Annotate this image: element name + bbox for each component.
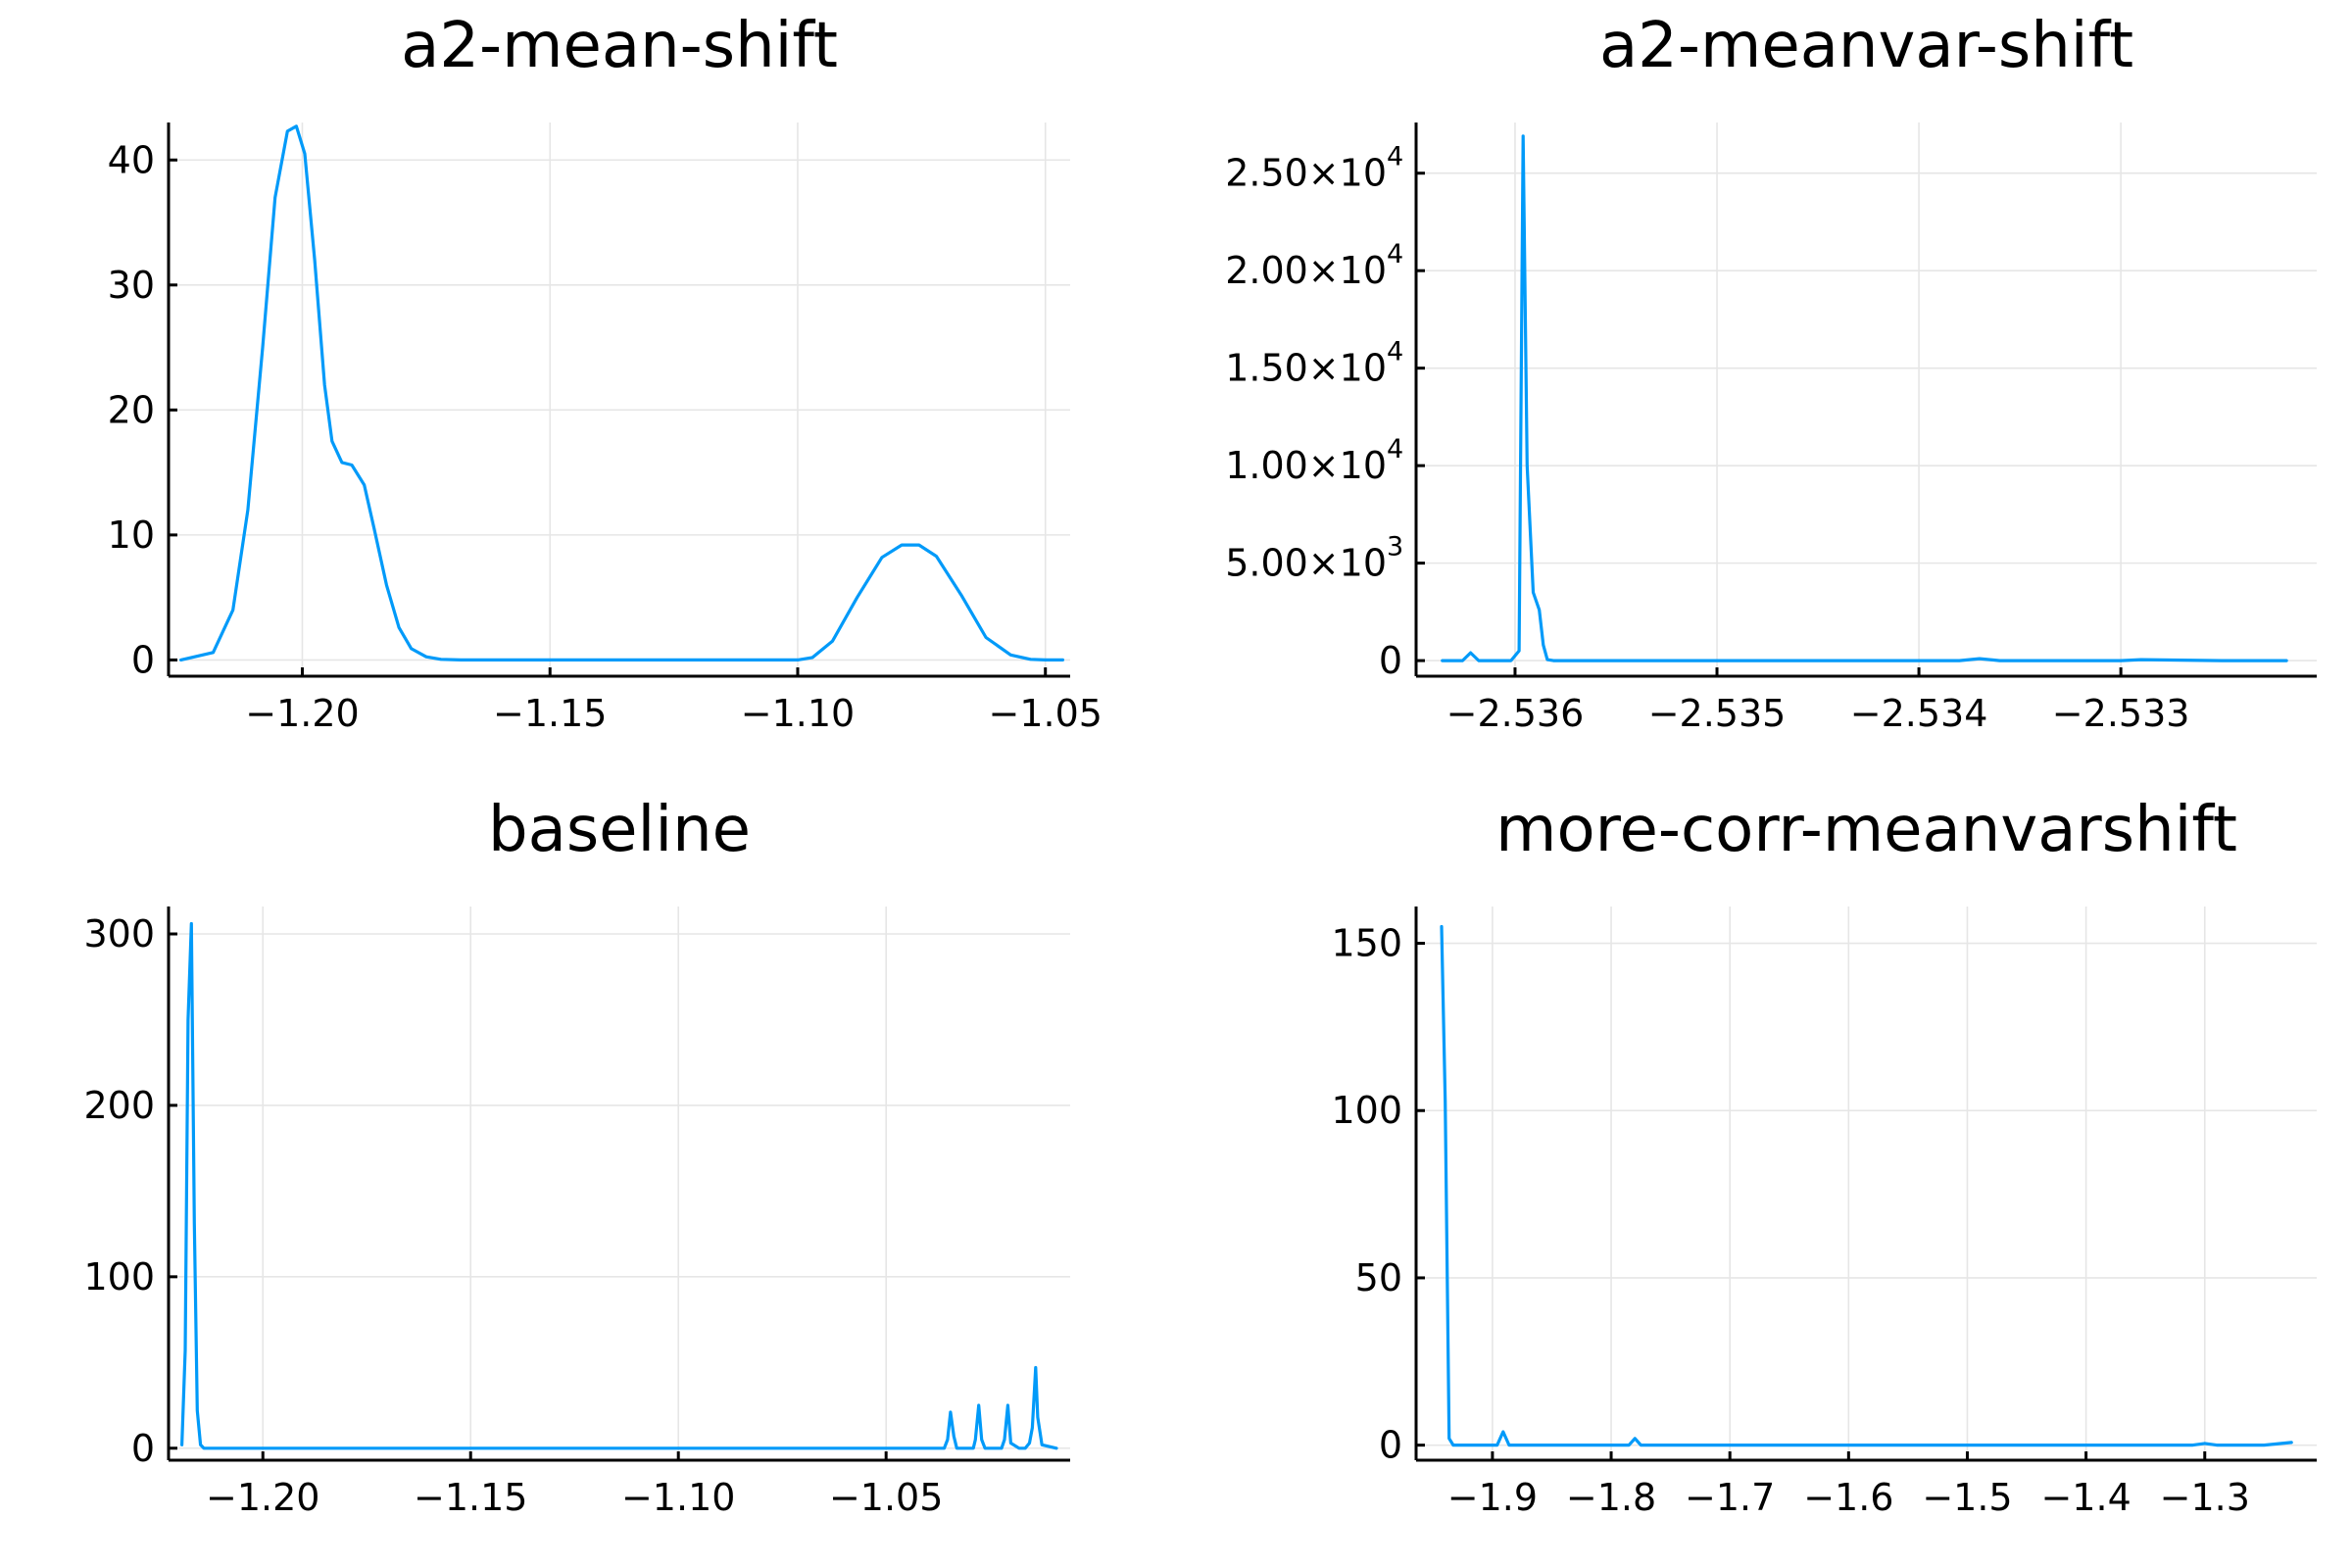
x-tick-label: −2.533 bbox=[2052, 692, 2190, 735]
y-tick-label: 0 bbox=[131, 1427, 155, 1470]
y-tick-exponent: 3 bbox=[1387, 532, 1403, 563]
y-tick-label: 200 bbox=[83, 1084, 155, 1127]
series-line bbox=[1441, 134, 2288, 662]
y-tick-label: 1.00×10 bbox=[1225, 444, 1387, 487]
y-tick-label: 1.50×10 bbox=[1225, 347, 1387, 390]
x-tick-label: −1.20 bbox=[245, 692, 359, 735]
x-tick-label: −1.05 bbox=[829, 1476, 943, 1519]
x-tick-label: −1.3 bbox=[2160, 1476, 2250, 1519]
y-tick-exponent: 4 bbox=[1387, 142, 1403, 172]
x-tick-label: −1.5 bbox=[1922, 1476, 2012, 1519]
y-tick-label: 0 bbox=[1379, 1424, 1402, 1467]
x-tick-label: −1.15 bbox=[414, 1476, 527, 1519]
x-tick-label: −2.534 bbox=[1850, 692, 1988, 735]
y-tick-label: 0 bbox=[1379, 639, 1402, 682]
x-tick-label: −1.10 bbox=[621, 1476, 735, 1519]
chart-panel-baseline: baseline −1.20 −1.15 −1.10 −1.05 0 100 200 300 bbox=[83, 794, 1070, 1519]
panel-title: baseline bbox=[488, 794, 751, 866]
chart-panel-a2-mean-shift: a2-mean-shift −1.20 −1.15 −1.10 −1.05 0 10 20 3… bbox=[108, 10, 1102, 735]
y-tick-label: 100 bbox=[1331, 1089, 1402, 1132]
x-tick-label: −1.20 bbox=[206, 1476, 319, 1519]
panel-title: a2-mean-shift bbox=[401, 10, 838, 82]
y-tick-label: 2.50×10 bbox=[1225, 152, 1387, 195]
x-tick-label: −2.535 bbox=[1648, 692, 1787, 735]
x-tick-label: −1.4 bbox=[2040, 1476, 2131, 1519]
y-tick-label: 30 bbox=[108, 264, 155, 307]
x-tick-label: −1.05 bbox=[988, 692, 1102, 735]
y-tick-label: 150 bbox=[1331, 922, 1402, 965]
chart-panel-a2-meanvar-shift: a2-meanvar-shift −2.536 −2.535 −2.534 −2.53… bbox=[1225, 10, 2317, 735]
y-tick-label: 300 bbox=[83, 912, 155, 956]
y-tick-exponent: 4 bbox=[1387, 434, 1403, 465]
y-tick-exponent: 4 bbox=[1387, 337, 1403, 368]
y-tick-label: 20 bbox=[108, 388, 155, 431]
x-tick-label: −1.7 bbox=[1685, 1476, 1775, 1519]
y-tick-label: 2.00×10 bbox=[1225, 249, 1387, 292]
y-tick-label: 5.00×10 bbox=[1225, 542, 1387, 585]
x-tick-label: −1.10 bbox=[741, 692, 855, 735]
y-tick-label: 100 bbox=[83, 1255, 155, 1298]
series-line bbox=[1440, 924, 2293, 1447]
series-line bbox=[180, 921, 1058, 1450]
x-tick-label: −1.9 bbox=[1447, 1476, 1538, 1519]
y-tick-label: 0 bbox=[131, 638, 155, 681]
x-tick-label: −1.15 bbox=[493, 692, 607, 735]
x-tick-label: −1.6 bbox=[1803, 1476, 1893, 1519]
series-line bbox=[179, 124, 1065, 662]
y-tick-label: 10 bbox=[108, 514, 155, 557]
y-tick-label: 50 bbox=[1355, 1256, 1402, 1299]
panel-title: more-corr-meanvarshift bbox=[1495, 794, 2237, 866]
panel-title: a2-meanvar-shift bbox=[1599, 10, 2133, 82]
x-tick-label: −1.8 bbox=[1566, 1476, 1656, 1519]
y-tick-exponent: 4 bbox=[1387, 239, 1403, 270]
x-tick-label: −2.536 bbox=[1446, 692, 1585, 735]
chart-panel-more-corr-meanvarshift: more-corr-meanvarshift −1.9 −1.8 −1.7 −1.6−… bbox=[1331, 794, 2317, 1519]
y-tick-label: 40 bbox=[108, 138, 155, 181]
